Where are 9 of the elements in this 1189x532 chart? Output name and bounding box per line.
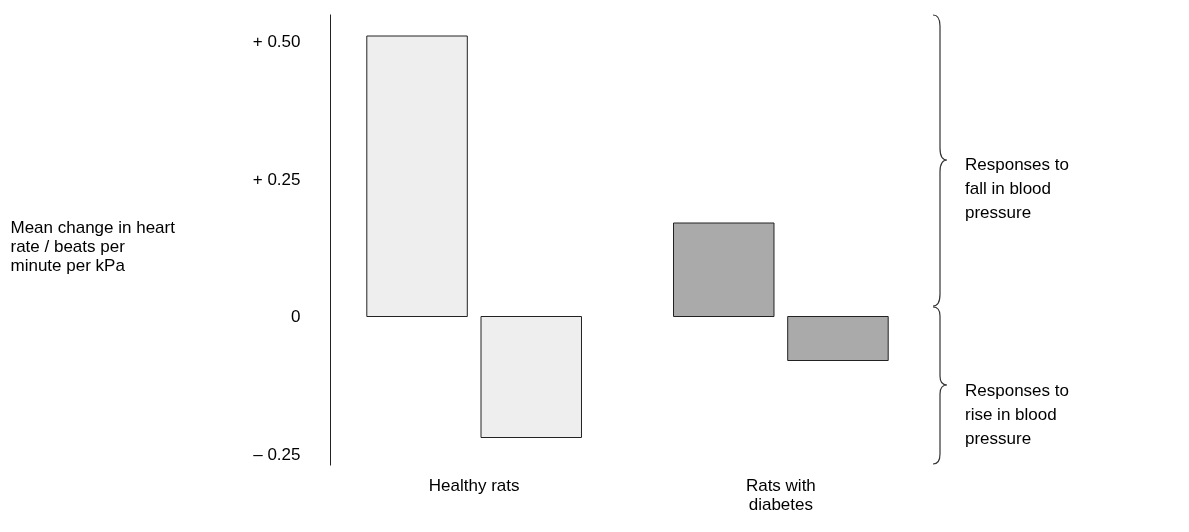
y-tick-label: + 0.50 xyxy=(252,32,301,51)
y-tick-label: – 0.25 xyxy=(253,444,301,464)
text: Responses to rise in blood pressure xyxy=(965,380,1069,448)
y-axis-title: Mean change in heart rate / beats per minute per kPa xyxy=(10,217,176,275)
x-tick-label: Healthy rats xyxy=(428,475,520,495)
y-tick-label: + 0.25 xyxy=(252,169,301,189)
x-tick-label: Rats with diabetes xyxy=(745,475,816,514)
text: Responses to fall in blood pressure xyxy=(965,155,1069,223)
y-tick-label: 0 xyxy=(291,307,301,326)
